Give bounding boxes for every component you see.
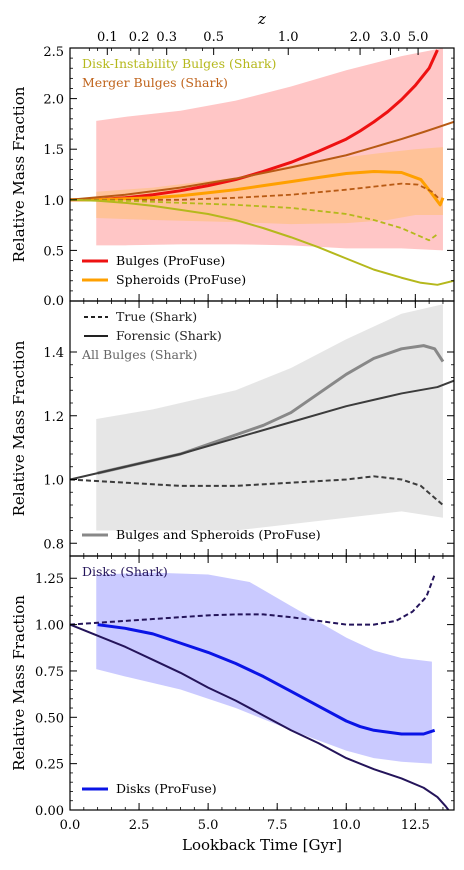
series-line-0-2 xyxy=(70,120,454,201)
y-tick-label: 0.00 xyxy=(35,804,64,819)
series-line-0-0 xyxy=(70,49,439,202)
legend-entry: Disks (Shark) xyxy=(82,564,168,579)
y-tick-label: 0.25 xyxy=(35,758,64,773)
y-tick-label: 1.25 xyxy=(35,572,64,587)
band-2-0 xyxy=(96,572,432,764)
x-tick-label: 2.5 xyxy=(129,818,150,833)
series-line-1-2 xyxy=(70,475,444,506)
y-tick-label: 1.0 xyxy=(43,474,64,489)
top-tick-label: 3.0 xyxy=(380,30,401,45)
y-tick-label: 1.4 xyxy=(43,346,64,361)
top-tick-label: 1.0 xyxy=(278,30,299,45)
series-line-0-3 xyxy=(70,198,454,286)
top-tick-label: 0.3 xyxy=(156,30,177,45)
x-tick-label: 12.5 xyxy=(401,818,430,833)
y-tick-label: 2.0 xyxy=(43,93,64,108)
top-tick-label: 2.0 xyxy=(350,30,371,45)
legend-entry: All Bulges (Shark) xyxy=(81,347,197,362)
x-tick-label: 10.0 xyxy=(332,818,361,833)
series-line-0-4 xyxy=(70,182,441,201)
panel-plot-area xyxy=(70,48,454,286)
series-line-1-1 xyxy=(70,379,454,481)
top-tick-label: 0.1 xyxy=(97,30,118,45)
x-axis-label: Lookback Time [Gyr] xyxy=(182,836,342,854)
x-tick-label: 7.5 xyxy=(267,818,288,833)
panel-plot-area xyxy=(70,304,454,531)
series-line-0-1 xyxy=(70,169,445,207)
legend-entry: Forensic (Shark) xyxy=(116,328,222,343)
top-tick-label: 0.5 xyxy=(203,30,224,45)
y-tick-label: 1.0 xyxy=(43,194,64,209)
y-tick-label: 1.5 xyxy=(43,143,64,158)
legend-entry: Disks (ProFuse) xyxy=(116,781,217,796)
legend-entry: True (Shark) xyxy=(116,309,197,324)
top-tick-label: 5.0 xyxy=(408,30,429,45)
y-tick-label: 0.75 xyxy=(35,665,64,680)
y-tick-label: 2.5 xyxy=(43,45,64,60)
y-tick-label: 0.8 xyxy=(43,537,64,552)
legend-entry: Disk-Instability Bulges (Shark) xyxy=(82,56,276,71)
top-axis-label: z xyxy=(257,10,266,28)
series-line-2-0 xyxy=(97,623,436,736)
y-tick-label: 0.0 xyxy=(43,294,64,309)
y-tick-label: 1.2 xyxy=(43,410,64,425)
y-axis-label: Relative Mass Fraction xyxy=(10,86,28,262)
x-tick-label: 0.0 xyxy=(60,818,81,833)
y-tick-label: 1.00 xyxy=(35,619,64,634)
band-1-0 xyxy=(96,304,443,531)
legend-entry: Merger Bulges (Shark) xyxy=(82,75,228,90)
y-axis-label: Relative Mass Fraction xyxy=(10,595,28,771)
y-axis-label: Relative Mass Fraction xyxy=(10,340,28,516)
series-line-2-2 xyxy=(70,574,436,626)
legend-entry: Spheroids (ProFuse) xyxy=(116,272,246,287)
top-tick-label: 0.2 xyxy=(129,30,150,45)
y-tick-label: 0.5 xyxy=(43,244,64,259)
panel-plot-area xyxy=(70,572,450,810)
y-tick-label: 0.50 xyxy=(35,711,64,726)
series-line-2-1 xyxy=(70,623,450,810)
x-tick-label: 5.0 xyxy=(198,818,219,833)
legend-entry: Bulges (ProFuse) xyxy=(116,253,225,268)
panel-frame xyxy=(69,555,455,811)
series-line-0-5 xyxy=(70,198,438,242)
legend-entry: Bulges and Spheroids (ProFuse) xyxy=(116,527,321,542)
